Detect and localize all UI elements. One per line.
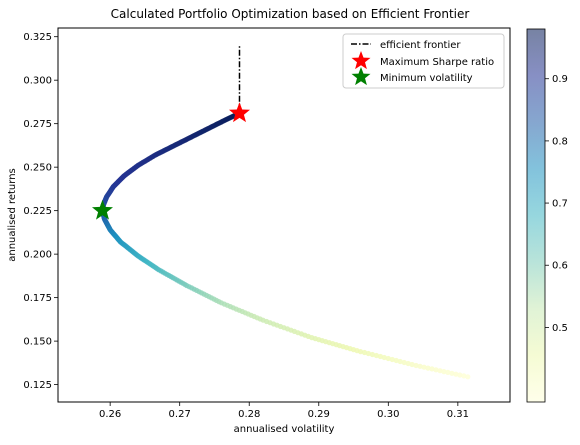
frontier-point [433,367,439,373]
frontier-point [465,374,471,380]
frontier-point [393,357,399,364]
frontier-point [405,360,411,367]
y-tick-label: 0.275 [23,119,52,130]
x-axis-label: annualised volatility [234,424,335,435]
frontier-point [429,366,435,372]
frontier-point [397,358,403,365]
legend-max-sharpe-swatch [351,51,371,70]
legend-frontier-label: efficient frontier [380,40,461,51]
x-tick-label: 0.31 [447,409,469,420]
frontier-point [445,369,451,375]
y-tick-label: 0.125 [23,380,52,391]
y-tick-label: 0.150 [23,337,52,348]
frontier-point [361,349,368,356]
series-layer [92,45,250,220]
y-tick-label: 0.325 [23,32,52,43]
frontier-point [413,362,419,369]
min-volatility-star [92,199,113,220]
y-axis-label: annualised returns [7,168,18,262]
frontier-point [461,373,467,379]
x-tick-label: 0.28 [238,409,260,420]
legend-min-vol-swatch [351,67,371,86]
x-tick-label: 0.26 [99,409,121,420]
x-tick-label: 0.30 [377,409,399,420]
frontier-point [357,349,364,355]
plot-frame [57,27,511,403]
frontier-point [409,361,415,368]
x-tick-label: 0.27 [169,409,191,420]
plot-area: 0.26 0.27 0.28 0.29 0.30 0.31 0.125 0.150 0.175… [23,27,511,420]
legend: efficient frontier Maximum Sharpe ratio … [342,33,505,89]
frontier-point [365,350,371,357]
frontier-point [421,364,427,370]
y-tick-label: 0.250 [23,163,52,174]
frontier-point [425,365,431,371]
frontier-point [369,351,375,358]
frontier-point [401,359,407,366]
colorbar-ticks: 0.5 0.6 0.7 0.8 0.9 [545,74,568,334]
frontier-point [385,355,391,362]
x-tick-label: 0.29 [308,409,330,420]
frontier-point [441,369,447,375]
frontier-point [453,371,459,377]
legend-box [342,33,505,89]
frontier-point [373,352,379,359]
colorbar-tick-label: 0.5 [552,323,568,334]
y-ticks: 0.125 0.150 0.175 0.200 0.225 0.250 0.275 0.300… [23,32,58,391]
x-ticks: 0.26 0.27 0.28 0.29 0.30 0.31 [99,402,469,420]
frontier-point [417,363,423,369]
y-tick-label: 0.175 [23,293,52,304]
max-sharpe-star [229,102,250,123]
frontier-point [377,353,383,360]
colorbar-gradient [526,28,546,403]
frontier-point [449,370,455,376]
colorbar: 0.5 0.6 0.7 0.8 0.9 [526,28,568,403]
legend-max-sharpe-label: Maximum Sharpe ratio [380,57,494,68]
legend-max-sharpe-star [351,51,371,70]
frontier-point [381,354,387,361]
chart-title: Calculated Portfolio Optimization based … [111,7,470,21]
legend-min-vol-label: Minimum volatility [380,73,473,84]
colorbar-tick-label: 0.7 [552,199,568,210]
y-tick-label: 0.300 [23,76,52,87]
colorbar-tick-label: 0.8 [552,136,568,147]
legend-min-vol-star [351,67,371,86]
y-tick-label: 0.200 [23,250,52,261]
colorbar-tick-label: 0.9 [552,74,568,85]
frontier-point [389,356,395,363]
y-tick-label: 0.225 [23,206,52,217]
colorbar-tick-label: 0.6 [552,261,568,272]
frontier-point [457,372,463,378]
frontier-point [437,368,443,374]
